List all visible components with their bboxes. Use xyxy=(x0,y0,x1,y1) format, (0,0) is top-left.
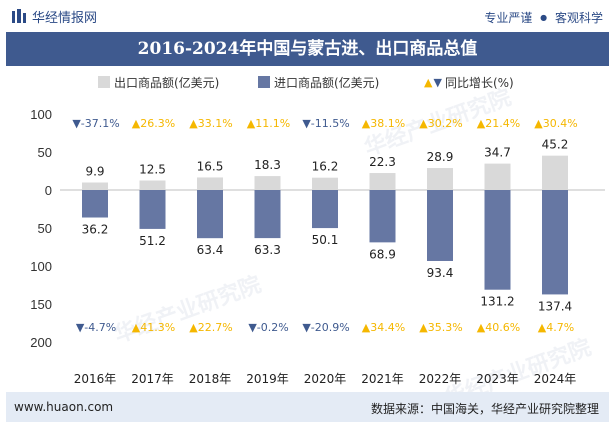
import-bar xyxy=(484,190,511,290)
import-value-label: 137.4 xyxy=(538,299,572,313)
export-growth-label: ▲30.2% xyxy=(419,117,462,130)
export-growth-label: ▲38.1% xyxy=(362,117,405,130)
import-growth-label: ▲34.4% xyxy=(362,321,405,334)
chart-area: 100 50 0 50 100 150 200 9.9 36.2 2016年 ▼-37.1% ▼-4.… xyxy=(30,107,605,386)
legend-import-swatch xyxy=(258,76,270,88)
import-growth-label: ▲40.6% xyxy=(477,321,520,334)
legend-export-swatch xyxy=(98,76,110,88)
y-tick-label: 0 xyxy=(45,183,52,198)
x-tick-label: 2017年 xyxy=(131,372,174,386)
data-source: 数据来源：中国海关，华经产业研究院整理 xyxy=(370,402,599,416)
export-bar xyxy=(312,177,338,190)
export-growth-label: ▲11.1% xyxy=(247,117,290,130)
import-growth-label: ▲35.3% xyxy=(419,321,462,334)
logo-text: 华经情报网 xyxy=(32,10,98,26)
export-value-label: 34.7 xyxy=(484,146,511,160)
y-tick-label: 200 xyxy=(30,335,52,350)
import-value-label: 63.4 xyxy=(197,243,224,257)
slogan: 专业严谨 ● 客观科学 xyxy=(484,9,603,26)
import-bar xyxy=(312,190,338,229)
import-value-label: 131.2 xyxy=(480,295,514,309)
y-tick-label: 100 xyxy=(30,107,52,122)
legend-import-label: 进口商品额(亿美元) xyxy=(274,75,380,90)
y-tick-label: 100 xyxy=(30,259,52,274)
website-link[interactable]: www.huaon.com xyxy=(14,400,114,414)
brand-logo[interactable]: 华经情报网 xyxy=(12,8,98,26)
export-bar xyxy=(484,163,511,190)
export-bar xyxy=(542,155,568,190)
export-bar xyxy=(82,182,108,190)
export-growth-label: ▼-11.5% xyxy=(302,117,349,130)
import-bar xyxy=(82,190,108,218)
import-bar xyxy=(254,190,281,239)
import-growth-label: ▲22.7% xyxy=(189,321,232,334)
import-growth-label: ▼-20.9% xyxy=(302,321,349,334)
import-value-label: 68.9 xyxy=(369,247,396,261)
export-bar xyxy=(197,177,223,190)
y-tick-label: 50 xyxy=(38,221,52,236)
import-bar xyxy=(139,190,166,229)
x-tick-label: 2022年 xyxy=(419,372,462,386)
export-growth-label: ▼-37.1% xyxy=(72,117,119,130)
footer: www.huaon.com 数据来源：中国海关，华经产业研究院整理 xyxy=(6,392,609,422)
x-tick-label: 2023年 xyxy=(476,372,519,386)
export-value-label: 18.3 xyxy=(254,158,281,172)
import-growth-label: ▲41.3% xyxy=(132,321,175,334)
legend-export: 出口商品额(亿美元) xyxy=(98,72,219,92)
slogan-right: 客观科学 xyxy=(554,11,603,25)
export-bar xyxy=(427,168,453,190)
import-value-label: 50.1 xyxy=(312,233,339,247)
export-value-label: 22.3 xyxy=(369,155,396,169)
export-growth-label: ▲30.4% xyxy=(534,117,577,130)
export-value-label: 16.2 xyxy=(312,160,339,174)
export-bar xyxy=(139,180,166,190)
title-bar: 2016-2024年中国与蒙古进、出口商品总值 xyxy=(6,32,609,66)
logo-bars-icon xyxy=(12,9,26,23)
y-tick-label: 50 xyxy=(38,145,52,160)
legend-growth: ▲ ▼ 同比增长(%) xyxy=(424,72,514,92)
export-value-label: 12.5 xyxy=(139,163,166,177)
chart-title: 2016-2024年中国与蒙古进、出口商品总值 xyxy=(137,39,478,59)
import-growth-label: ▼-0.2% xyxy=(248,321,288,334)
import-bar xyxy=(197,190,223,239)
x-tick-label: 2020年 xyxy=(304,372,347,386)
import-growth-label: ▲4.7% xyxy=(538,321,574,334)
legend: 出口商品额(亿美元) 进口商品额(亿美元) ▲ ▼ 同比增长(%) xyxy=(0,72,615,92)
export-growth-label: ▲33.1% xyxy=(189,117,232,130)
x-tick-label: 2021年 xyxy=(361,372,404,386)
import-value-label: 93.4 xyxy=(427,266,454,280)
import-bar xyxy=(427,190,453,261)
slogan-separator: ● xyxy=(540,13,548,22)
x-tick-label: 2016年 xyxy=(74,372,117,386)
x-tick-label: 2019年 xyxy=(246,372,289,386)
up-triangle-icon: ▲ xyxy=(424,75,433,89)
export-value-label: 45.2 xyxy=(542,138,569,152)
legend-growth-label: 同比增长(%) xyxy=(444,75,514,90)
export-value-label: 9.9 xyxy=(85,164,104,178)
import-value-label: 36.2 xyxy=(82,223,109,237)
export-bar xyxy=(254,176,281,190)
x-tick-label: 2018年 xyxy=(189,372,232,386)
export-value-label: 28.9 xyxy=(427,150,454,164)
export-growth-label: ▲26.3% xyxy=(132,117,175,130)
legend-export-label: 出口商品额(亿美元) xyxy=(114,75,220,90)
down-triangle-icon: ▼ xyxy=(433,75,442,89)
export-growth-label: ▲21.4% xyxy=(477,117,520,130)
import-growth-label: ▼-4.7% xyxy=(76,321,116,334)
import-value-label: 63.3 xyxy=(254,243,281,257)
import-bar xyxy=(542,190,568,295)
import-value-label: 51.2 xyxy=(139,234,166,248)
legend-import: 进口商品额(亿美元) xyxy=(258,72,379,92)
export-bar xyxy=(369,173,396,190)
export-value-label: 16.5 xyxy=(197,159,224,173)
y-tick-label: 150 xyxy=(30,297,52,312)
import-bar xyxy=(369,190,396,243)
header-bar: 华经情报网 专业严谨 ● 客观科学 xyxy=(0,0,615,32)
slogan-left: 专业严谨 xyxy=(484,11,533,25)
x-tick-label: 2024年 xyxy=(534,372,577,386)
